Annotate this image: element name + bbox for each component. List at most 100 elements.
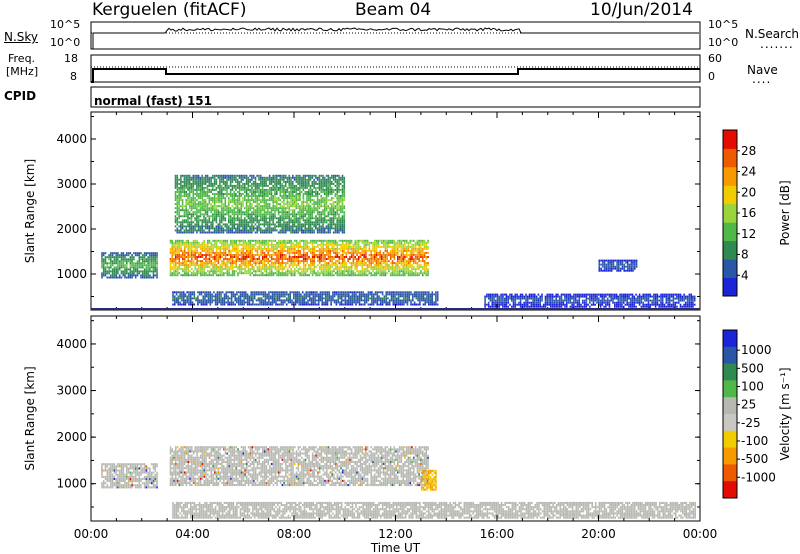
echo-cell <box>221 301 224 304</box>
echo-cell <box>257 293 260 296</box>
echo-cell <box>228 205 230 208</box>
echo-cell <box>180 199 182 202</box>
echo-cell <box>247 241 250 244</box>
echo-cell <box>340 303 343 306</box>
echo-cell <box>206 215 209 218</box>
echo-cell <box>295 239 298 242</box>
echo-cell <box>192 174 195 177</box>
echo-cell <box>315 241 317 244</box>
echo-cell <box>334 256 337 258</box>
echo-cell <box>366 268 369 271</box>
echo-cell <box>496 297 499 300</box>
echo-cell <box>354 243 356 246</box>
echo-cell <box>271 295 274 298</box>
echo-cell <box>297 272 300 275</box>
echo-cell <box>292 245 294 248</box>
echo-cell <box>389 262 392 265</box>
echo-cell <box>222 211 225 214</box>
echo-cell <box>390 295 393 298</box>
echo-cell <box>174 225 177 228</box>
echo-cell <box>400 274 403 277</box>
echo-cell <box>634 267 636 270</box>
echo-cell <box>356 274 358 277</box>
echo-cell <box>292 274 294 277</box>
echo-cell <box>402 260 404 263</box>
echo-cell <box>299 245 301 248</box>
echo-cell <box>206 195 209 197</box>
echo-cell <box>408 291 410 294</box>
echo-cell <box>372 301 375 304</box>
echo-cell <box>350 241 353 244</box>
echo-cell <box>176 227 179 230</box>
echo-cell <box>154 254 156 257</box>
echo-cell <box>294 258 296 260</box>
echo-cell <box>334 243 337 246</box>
echo-cell <box>254 258 257 260</box>
echo-cell <box>327 245 330 248</box>
echo-cell <box>393 249 396 252</box>
echo-cell <box>206 213 209 216</box>
echo-cell <box>493 301 495 304</box>
echo-cell <box>230 299 233 302</box>
echo-cell <box>238 260 241 263</box>
echo-cell <box>426 301 428 304</box>
echo-cell <box>210 209 212 212</box>
echo-cell <box>555 305 557 308</box>
echo-cell <box>204 217 207 220</box>
echo-cell <box>191 291 194 294</box>
echo-cell <box>212 243 214 246</box>
echo-cell <box>191 254 193 256</box>
echo-cell <box>212 227 214 230</box>
echo-cell <box>414 262 417 265</box>
echo-cell <box>402 243 404 246</box>
echo-cell <box>208 219 211 222</box>
echo-cell <box>638 301 641 304</box>
echo-cell <box>212 270 214 273</box>
echo-cell <box>361 274 364 277</box>
echo-cell <box>214 241 216 244</box>
echo-cell <box>234 299 236 302</box>
echo-cell <box>354 247 356 250</box>
echo-cell <box>179 295 181 298</box>
echo-cell <box>252 291 254 294</box>
echo-cell <box>219 195 221 197</box>
echo-cell <box>185 266 188 269</box>
echo-cell <box>324 262 326 265</box>
echo-cell <box>270 268 273 271</box>
echo-cell <box>251 260 253 263</box>
echo-cell <box>218 299 220 302</box>
echo-cell <box>183 274 186 277</box>
echo-cell <box>244 262 246 265</box>
echo-cell <box>195 297 197 300</box>
echo-cell <box>228 249 230 252</box>
echo-cell <box>294 274 296 277</box>
echo-cell <box>183 251 186 254</box>
echo-cell <box>360 291 363 294</box>
echo-cell <box>386 268 388 271</box>
echo-cell <box>576 299 579 302</box>
echo-cell <box>256 245 259 248</box>
echo-cell <box>242 260 245 263</box>
echo-cell <box>270 264 273 267</box>
echo-cell <box>136 262 139 265</box>
echo-cell <box>423 272 426 275</box>
echo-cell <box>176 245 179 248</box>
echo-cell <box>228 186 230 189</box>
echo-cell <box>213 207 216 210</box>
echo-cell <box>222 229 225 232</box>
echo-cell <box>310 239 312 242</box>
echo-cell <box>110 254 112 257</box>
echo-cell <box>228 213 230 216</box>
echo-cell <box>210 262 213 265</box>
echo-cell <box>421 274 424 277</box>
echo-cell <box>197 297 199 300</box>
echo-cell <box>204 297 206 300</box>
echo-cell <box>233 239 236 242</box>
echo-cell <box>175 260 177 263</box>
echo-cell <box>397 303 400 306</box>
echo-cell <box>421 258 424 260</box>
echo-cell <box>599 293 602 296</box>
echo-cell <box>183 195 186 197</box>
echo-cell <box>311 264 314 267</box>
echo-cell <box>380 297 382 300</box>
